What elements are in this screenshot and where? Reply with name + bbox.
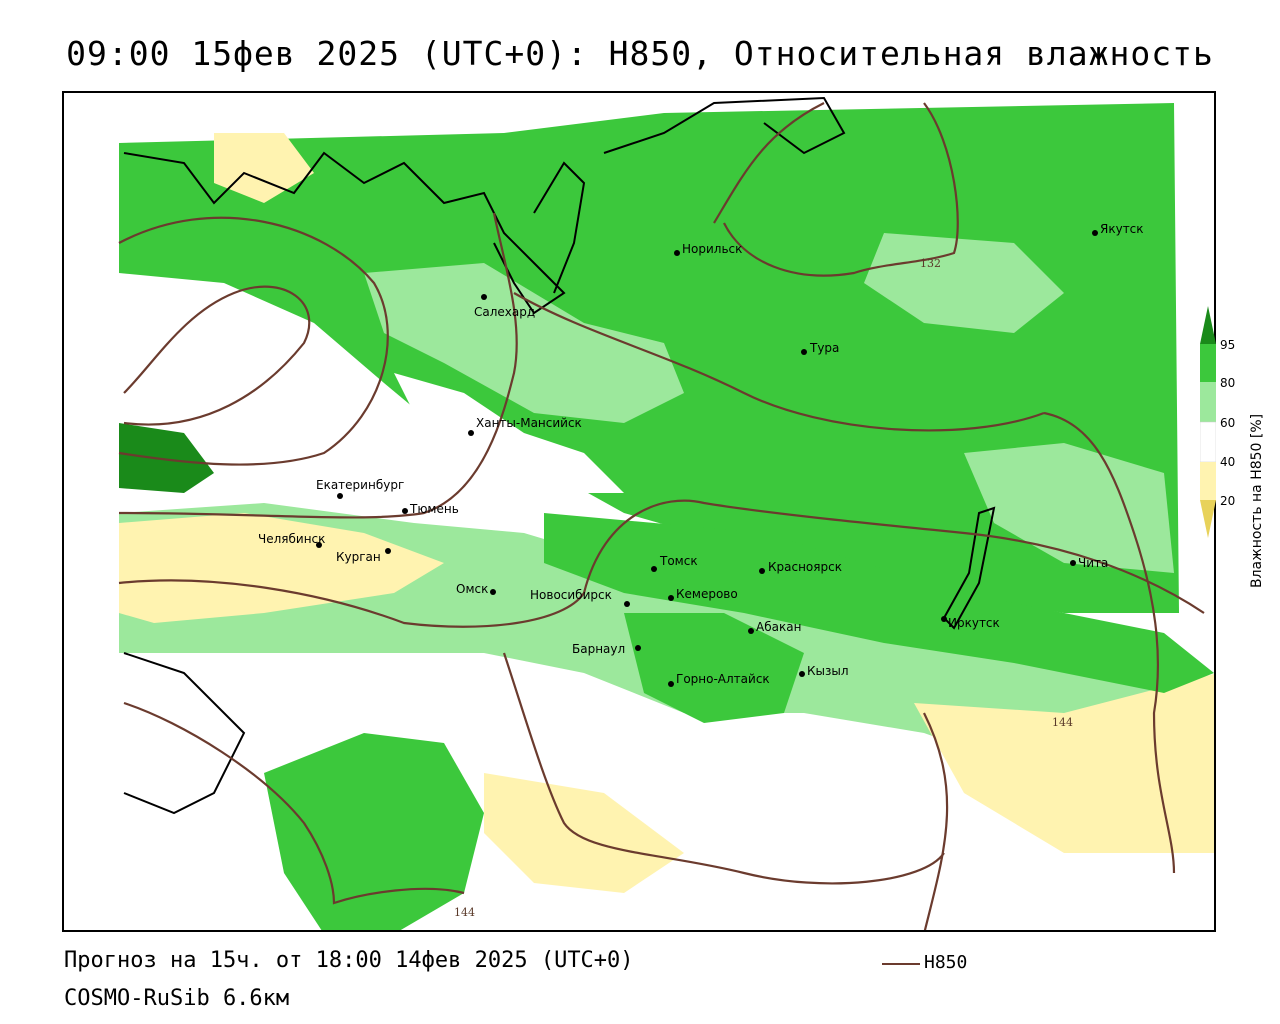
city-label: Томск bbox=[659, 554, 698, 568]
humidity-zone-very-high-w bbox=[119, 423, 214, 493]
colorbar-segment bbox=[1200, 462, 1216, 500]
city-marker bbox=[651, 566, 657, 572]
contour-label: 132 bbox=[920, 257, 941, 270]
city-marker bbox=[490, 589, 496, 595]
colorbar-segment bbox=[1200, 421, 1216, 463]
city-label: Ханты-Мансийск bbox=[476, 416, 582, 430]
humidity-zone-dry-west bbox=[119, 513, 444, 623]
city-marker bbox=[941, 616, 947, 622]
city-marker bbox=[385, 548, 391, 554]
city-label: Екатеринбург bbox=[316, 478, 404, 492]
colorbar-tick: 40 bbox=[1220, 455, 1236, 469]
city-marker bbox=[481, 294, 487, 300]
city-label: Горно-Алтайск bbox=[676, 672, 770, 686]
h850-contour bbox=[713, 102, 959, 277]
city-marker bbox=[801, 349, 807, 355]
colorbar-tick: 60 bbox=[1220, 416, 1236, 430]
colorbar-segment bbox=[1200, 382, 1216, 422]
humidity-zone-dry-southeast bbox=[914, 674, 1214, 853]
colorbar-tick: 80 bbox=[1220, 376, 1236, 390]
h850-legend-label: H850 bbox=[924, 952, 968, 973]
humidity-zone-dry-south bbox=[484, 773, 684, 893]
humidity-zone-high-east bbox=[544, 513, 1214, 693]
city-label: Якутск bbox=[1100, 222, 1144, 236]
city-label: Барнаул bbox=[572, 642, 625, 656]
map-title: 09:00 15фев 2025 (UTC+0): H850, Относите… bbox=[66, 34, 1214, 73]
model-name: COSMO-RuSib 6.6км bbox=[64, 986, 290, 1011]
city-marker bbox=[316, 542, 322, 548]
colorbar-tick: 20 bbox=[1220, 494, 1236, 508]
city-label: Иркутск bbox=[948, 616, 1000, 630]
h850-contour bbox=[123, 285, 311, 426]
humidity-zone-mid-north bbox=[364, 263, 684, 423]
map-canvas[interactable]: 132 144 144 Якутск Норильск Салехард Тур… bbox=[62, 91, 1216, 932]
colorbar-title: Влажность на H850 [%] bbox=[1249, 413, 1265, 588]
city-label: Кемерово bbox=[676, 587, 738, 601]
cities-layer: Якутск Норильск Салехард Тура Ханты-Манс… bbox=[258, 222, 1144, 687]
h850-contour bbox=[118, 499, 1205, 628]
city-marker bbox=[748, 628, 754, 634]
city-label: Кызыл bbox=[807, 664, 849, 678]
contour-label: 144 bbox=[1052, 716, 1073, 729]
humidity-zone-mid-east bbox=[964, 443, 1174, 573]
h850-contour bbox=[123, 701, 465, 905]
city-label: Норильск bbox=[682, 242, 742, 256]
city-label: Тюмень bbox=[409, 502, 459, 516]
city-marker bbox=[1092, 230, 1098, 236]
city-label: Новосибирск bbox=[530, 588, 612, 602]
h850-contour bbox=[1043, 411, 1176, 874]
city-marker bbox=[799, 671, 805, 677]
colorbar-tick: 95 bbox=[1220, 338, 1236, 352]
city-marker bbox=[337, 493, 343, 499]
city-label: Салехард bbox=[474, 305, 535, 319]
city-label: Абакан bbox=[756, 620, 801, 634]
lake-baikal bbox=[942, 506, 996, 630]
city-label: Красноярск bbox=[768, 560, 842, 574]
city-marker bbox=[668, 595, 674, 601]
city-marker bbox=[635, 645, 641, 651]
h850-contour bbox=[513, 292, 1045, 432]
h850-contour bbox=[923, 712, 949, 930]
humidity-zone-low-band bbox=[394, 373, 624, 493]
h850-legend-swatch bbox=[882, 963, 920, 965]
coastline-taymyr bbox=[603, 96, 846, 155]
contour-label: 144 bbox=[454, 906, 475, 919]
city-label: Чита bbox=[1078, 556, 1108, 570]
city-label: Омск bbox=[456, 582, 488, 596]
city-marker bbox=[624, 601, 630, 607]
humidity-map: 132 144 144 Якутск Норильск Салехард Тур… bbox=[64, 93, 1214, 930]
h850-contour bbox=[118, 212, 518, 519]
border-southwest bbox=[123, 652, 246, 815]
coastline bbox=[123, 151, 566, 315]
humidity-zone-mid-ne bbox=[864, 233, 1064, 333]
city-label: Курган bbox=[336, 550, 381, 564]
city-label: Тура bbox=[809, 341, 839, 355]
forecast-info: Прогноз на 15ч. от 18:00 14фев 2025 (UTC… bbox=[64, 948, 634, 973]
colorbar-segment bbox=[1200, 500, 1216, 538]
city-marker bbox=[1070, 560, 1076, 566]
city-marker bbox=[468, 430, 474, 436]
h850-contours bbox=[118, 102, 1205, 930]
city-marker bbox=[402, 508, 408, 514]
colorbar-segment bbox=[1200, 306, 1216, 344]
humidity-zone-high-south bbox=[624, 613, 804, 723]
city-marker bbox=[759, 568, 765, 574]
humidity-colorbar bbox=[1200, 306, 1216, 538]
city-marker bbox=[668, 681, 674, 687]
coastline-yamal bbox=[533, 161, 586, 294]
h850-contour bbox=[118, 216, 389, 466]
h850-contour bbox=[502, 652, 945, 885]
city-marker bbox=[674, 250, 680, 256]
colorbar-segment bbox=[1200, 344, 1216, 382]
humidity-zone-high-sw bbox=[264, 733, 484, 930]
city-label: Челябинск bbox=[258, 532, 325, 546]
colorbar-title-wrap: Влажность на H850 [%] bbox=[1249, 350, 1269, 590]
humidity-zone-dry-north bbox=[214, 133, 314, 203]
